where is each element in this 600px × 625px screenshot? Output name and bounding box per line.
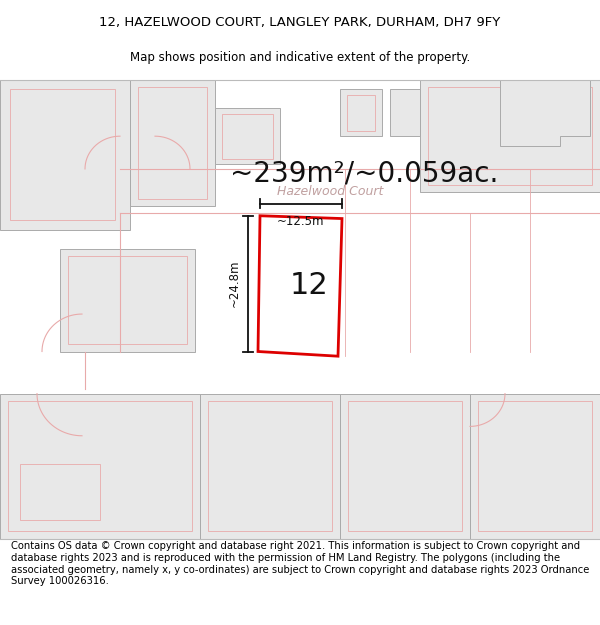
Polygon shape (60, 249, 195, 351)
Polygon shape (470, 394, 600, 539)
Polygon shape (340, 394, 470, 539)
Text: ~12.5m: ~12.5m (277, 215, 325, 228)
Text: ~239m²/~0.059ac.: ~239m²/~0.059ac. (230, 159, 499, 188)
Polygon shape (130, 80, 215, 206)
Polygon shape (200, 394, 340, 539)
Polygon shape (0, 394, 200, 539)
Polygon shape (258, 216, 342, 356)
Text: ~24.8m: ~24.8m (227, 260, 241, 308)
Polygon shape (0, 80, 130, 230)
Text: Map shows position and indicative extent of the property.: Map shows position and indicative extent… (130, 51, 470, 64)
Bar (20, 464, 100, 520)
Polygon shape (500, 80, 590, 146)
Text: Hazelwood Court: Hazelwood Court (277, 185, 383, 198)
Bar (222, 114, 273, 159)
Bar (347, 95, 375, 131)
Text: 12: 12 (290, 271, 329, 300)
Text: 12, HAZELWOOD COURT, LANGLEY PARK, DURHAM, DH7 9FY: 12, HAZELWOOD COURT, LANGLEY PARK, DURHA… (100, 16, 500, 29)
Text: Contains OS data © Crown copyright and database right 2021. This information is : Contains OS data © Crown copyright and d… (11, 541, 589, 586)
Bar (215, 108, 280, 164)
Polygon shape (420, 80, 600, 192)
Bar (340, 89, 382, 136)
Bar (390, 89, 420, 136)
